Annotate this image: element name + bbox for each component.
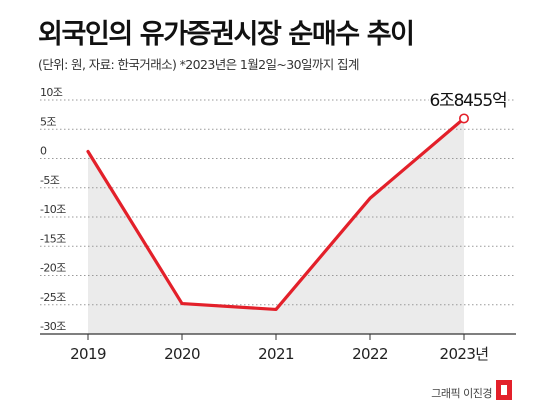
data-annotation-label: 6조8455억 <box>430 91 507 111</box>
x-tick-label: 2020 <box>164 345 200 363</box>
graphic-credit: 그래픽 이진경 <box>431 387 492 400</box>
publisher-logo-icon <box>496 380 512 400</box>
y-tick-label: 0 <box>40 145 47 158</box>
y-tick-label: -30조 <box>40 320 66 333</box>
x-tick-label: 2022 <box>352 345 388 363</box>
y-tick-label: -20조 <box>40 262 66 275</box>
y-tick-label: -15조 <box>40 232 66 245</box>
y-tick-label: 5조 <box>40 115 56 128</box>
series-line <box>86 116 466 312</box>
chart-title: 외국인의 유가증권시장 순매수 추이 <box>38 19 415 50</box>
y-tick-label: -25조 <box>40 291 66 304</box>
x-tick-label: 2019 <box>70 345 106 363</box>
x-tick-label: 2021 <box>258 345 294 363</box>
area-fill <box>88 118 464 334</box>
chart-subtitle: (단위: 원, 자료: 한국거래소) *2023년은 1월2일~30일까지 집계 <box>38 57 359 72</box>
y-tick-label: -10조 <box>40 203 66 216</box>
y-tick-label: -5조 <box>40 174 60 187</box>
highlight-point <box>458 113 469 124</box>
x-tick-label: 2023년 <box>440 345 489 363</box>
y-tick-label: 10조 <box>40 86 63 99</box>
